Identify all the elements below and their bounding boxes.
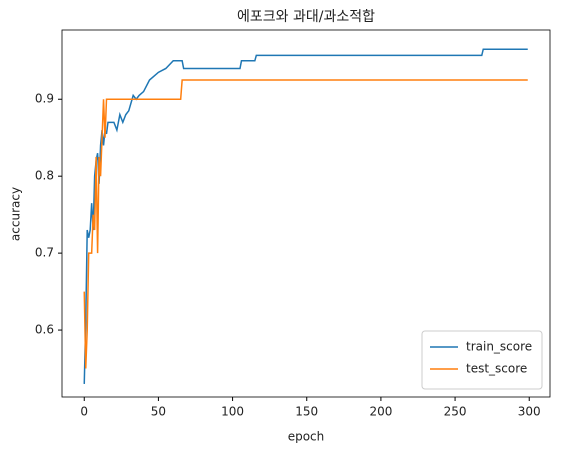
x-tick-label: 150: [295, 405, 318, 419]
x-tick-label: 0: [80, 405, 88, 419]
y-tick-label: 0.9: [35, 92, 54, 106]
y-axis-label: accuracy: [9, 187, 23, 241]
y-tick-label: 0.7: [35, 246, 54, 260]
x-tick-label: 100: [221, 405, 244, 419]
x-tick-label: 50: [151, 405, 166, 419]
legend-label: test_score: [466, 362, 527, 376]
x-tick-label: 200: [369, 405, 392, 419]
line: [83, 79, 528, 369]
y-tick-label: 0.8: [35, 169, 54, 183]
x-axis-label: epoch: [288, 430, 325, 444]
y-tick-label: 0.6: [35, 323, 54, 337]
legend-box: [421, 330, 543, 390]
plot-frame: [61, 29, 551, 398]
legend-label: train_score: [466, 340, 532, 354]
x-tick-label: 250: [444, 405, 467, 419]
chart-title: 에포크와 과대/과소적합: [237, 9, 375, 25]
line: [83, 48, 528, 384]
x-tick-label: 300: [518, 405, 541, 419]
